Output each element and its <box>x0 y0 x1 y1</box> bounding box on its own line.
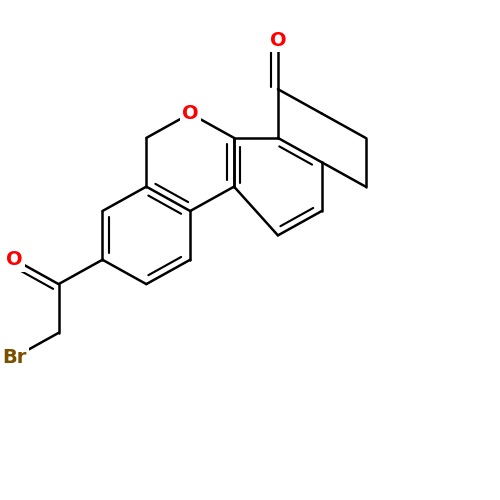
Text: O: O <box>182 104 198 123</box>
Text: O: O <box>6 250 23 269</box>
Text: O: O <box>270 31 286 50</box>
Text: Br: Br <box>2 348 27 366</box>
